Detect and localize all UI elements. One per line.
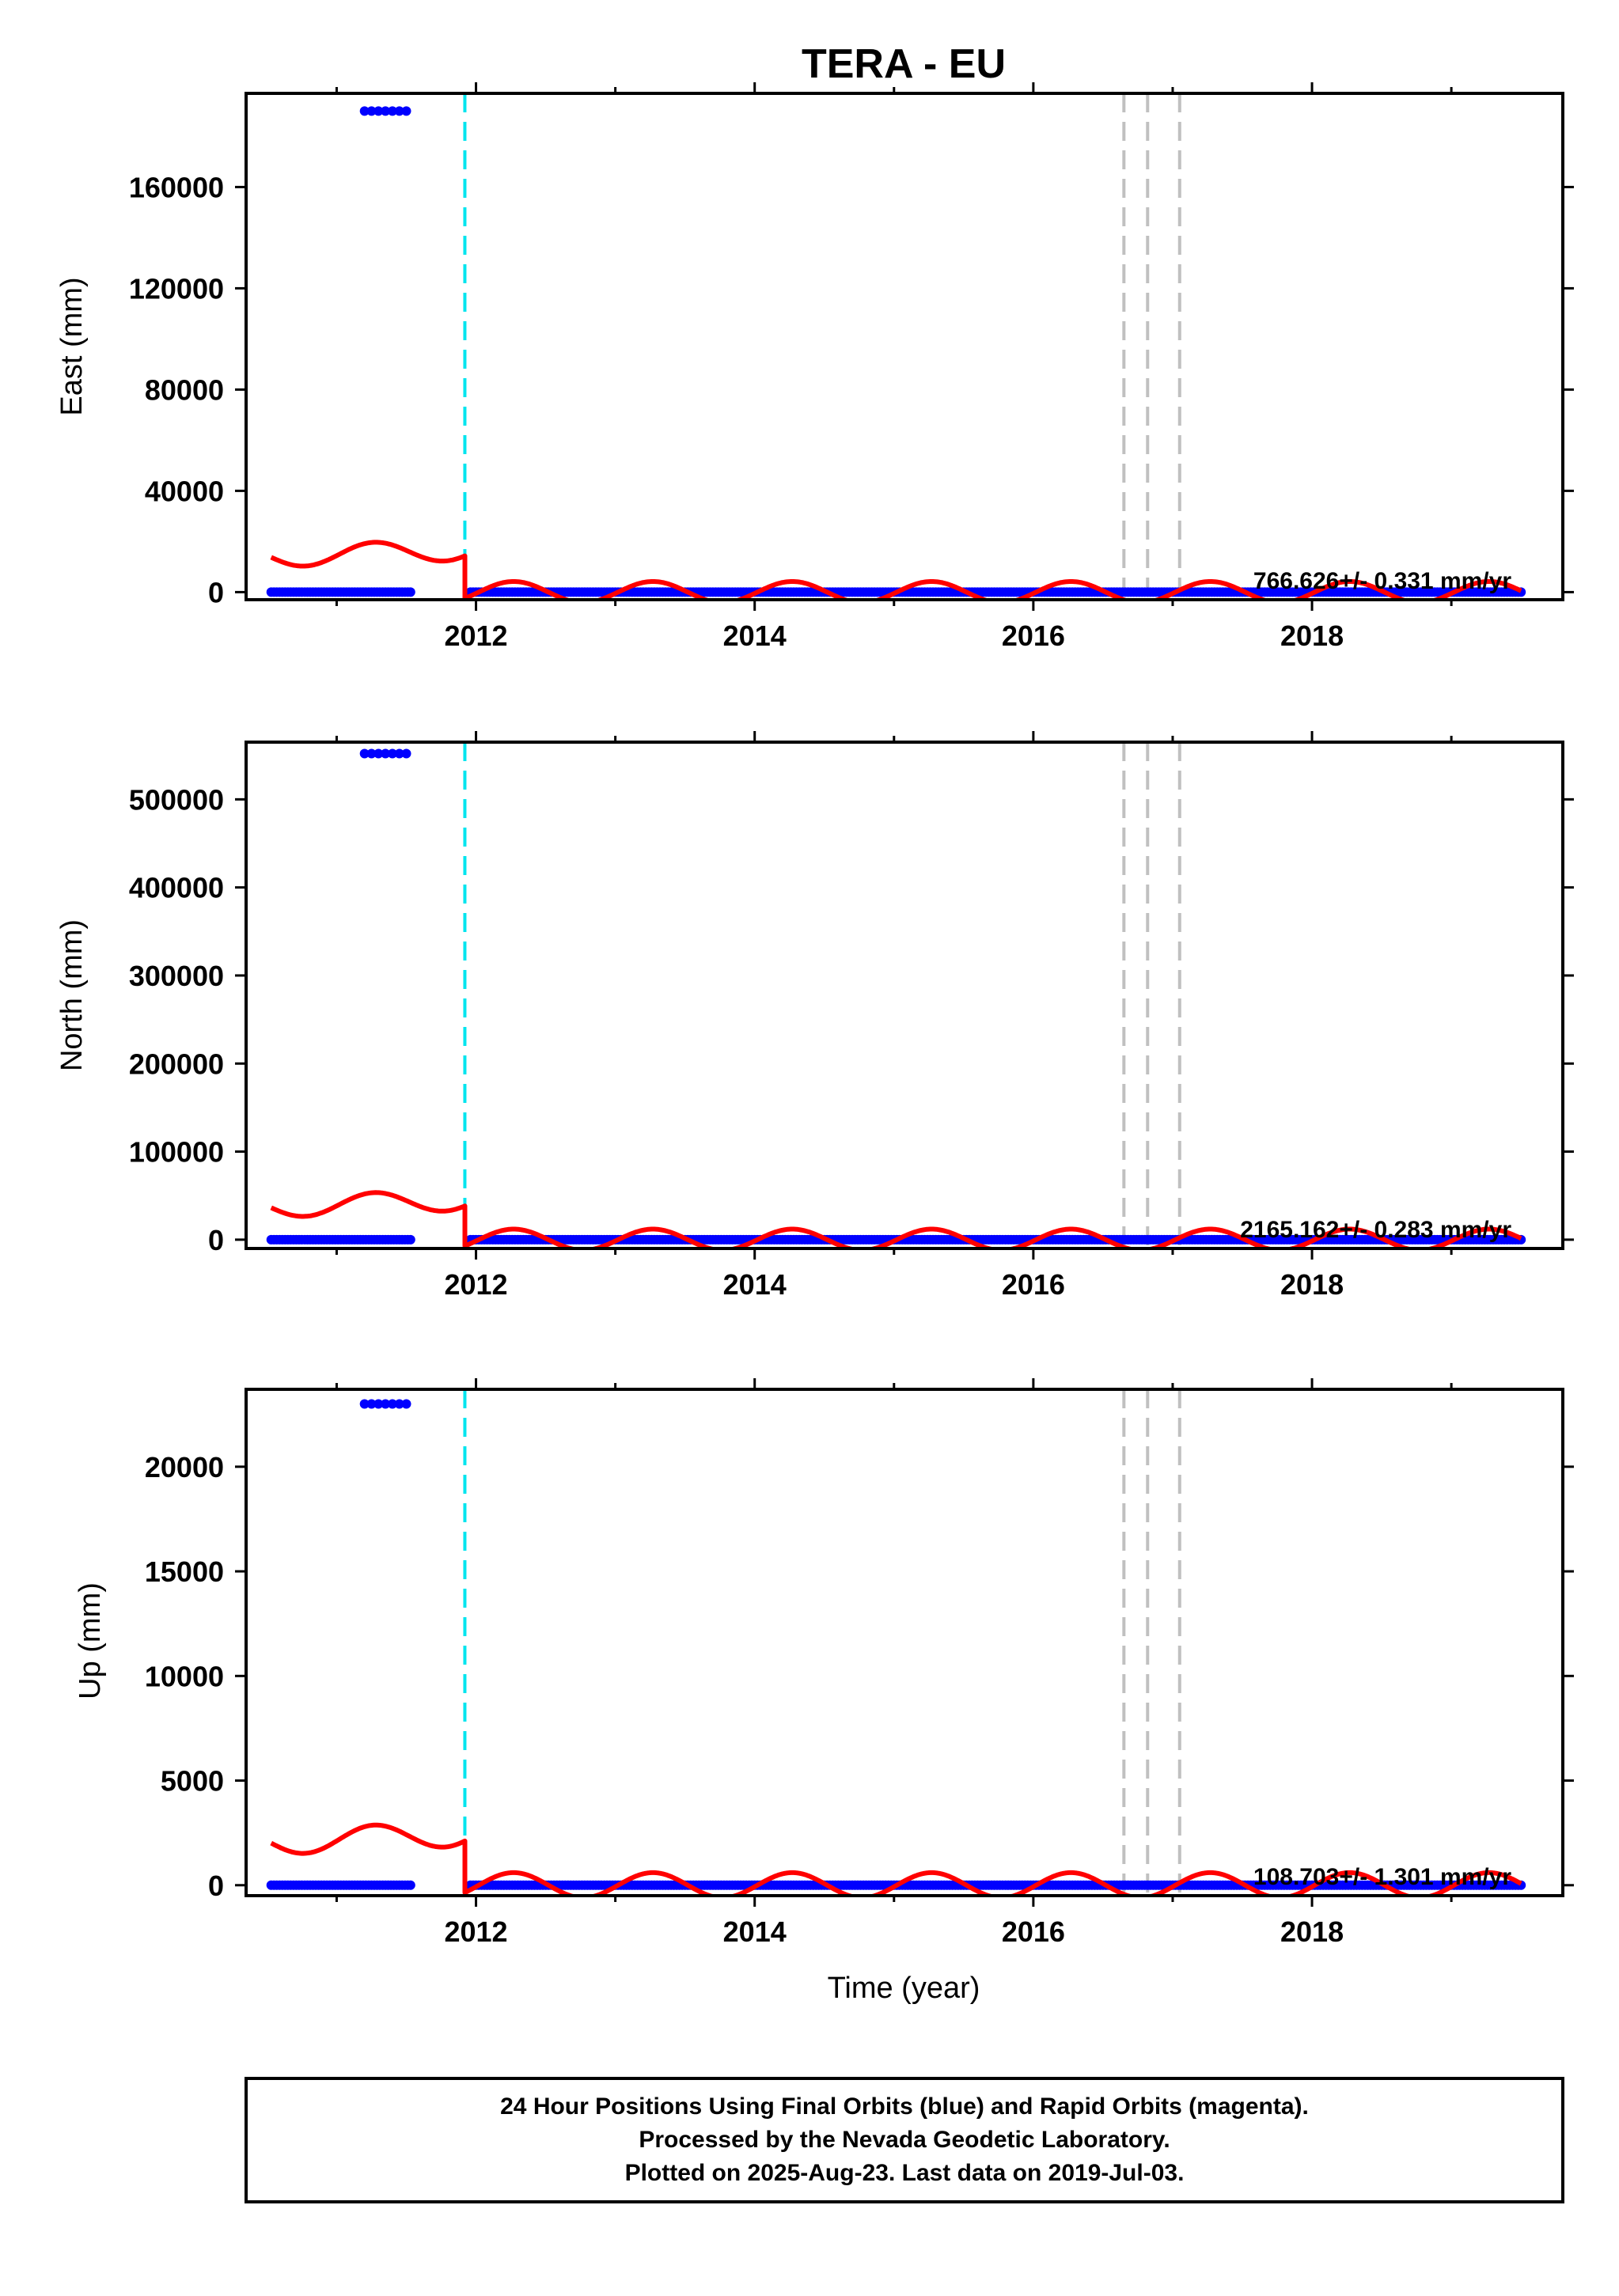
data-point	[405, 1880, 415, 1890]
y-tick-label: 40000	[145, 475, 224, 507]
y-tick-label: 500000	[129, 783, 224, 816]
footer-line-2: Processed by the Nevada Geodetic Laborat…	[639, 2127, 1170, 2153]
data-point	[405, 1234, 415, 1245]
plot-frame	[245, 1388, 1564, 1897]
x-tick-label: 2012	[444, 1915, 507, 1948]
plot-area	[266, 742, 1526, 1248]
footer-line-3: Plotted on 2025-Aug-23. Last data on 201…	[625, 2160, 1185, 2186]
north-ylabel: North (mm)	[55, 919, 89, 1071]
y-tick-label: 15000	[145, 1555, 224, 1588]
x-tick-label: 2016	[1002, 619, 1065, 652]
outlier-point	[401, 748, 411, 759]
x-tick-label: 2012	[444, 619, 507, 652]
outlier-point	[394, 1399, 404, 1409]
footer-line-1: 24 Hour Positions Using Final Orbits (bl…	[500, 2093, 1309, 2120]
y-tick-label: 0	[208, 576, 224, 608]
outlier-point	[366, 106, 377, 116]
outlier-point	[381, 1399, 391, 1409]
y-tick-label: 160000	[129, 171, 224, 203]
x-tick-label: 2014	[723, 619, 787, 652]
y-tick-label: 400000	[129, 872, 224, 904]
outlier-point	[381, 748, 391, 759]
outlier-point	[366, 1399, 377, 1409]
outlier-point	[394, 748, 404, 759]
outlier-point	[387, 1399, 397, 1409]
outlier-point	[387, 748, 397, 759]
model-curve	[270, 1190, 1522, 1248]
data-points	[266, 1399, 1526, 1890]
x-tick-label: 2014	[723, 1915, 787, 1948]
data-point	[405, 587, 415, 597]
outlier-point	[373, 748, 384, 759]
outlier-point	[401, 106, 411, 116]
data-points	[266, 748, 1526, 1245]
plot-frame	[245, 741, 1564, 1250]
x-tick-label: 2018	[1280, 619, 1344, 652]
plot-frame	[245, 92, 1564, 601]
model-curve	[270, 540, 1522, 600]
y-tick-label: 100000	[129, 1136, 224, 1169]
up-panel: Up (mm) Time (year) 2012 2014 2016 2018 0 500…	[74, 1378, 1574, 2005]
footer-box: 24 Hour Positions Using Final Orbits (bl…	[245, 2077, 1564, 2203]
model-curve	[270, 1822, 1522, 1896]
outlier-point	[387, 106, 397, 116]
outlier-point	[366, 748, 377, 759]
y-tick-label: 0	[208, 1224, 224, 1256]
y-tick-label: 0	[208, 1870, 224, 1902]
rate-label: 108.703+/- 1.301 mm/yr	[1253, 1864, 1511, 1890]
outlier-point	[381, 106, 391, 116]
east-panel: East (mm) 2012 2014 2016 2018 0 40000 80000 120…	[55, 82, 1574, 652]
x-tick-label: 2016	[1002, 1268, 1065, 1301]
y-tick-label: 20000	[145, 1451, 224, 1483]
y-tick-label: 200000	[129, 1048, 224, 1080]
x-tick-label: 2016	[1002, 1915, 1065, 1948]
y-tick-label: 5000	[161, 1765, 224, 1798]
outlier-point	[359, 1399, 370, 1409]
outlier-point	[359, 106, 370, 116]
outlier-point	[394, 106, 404, 116]
plot-area	[266, 93, 1526, 600]
plot-area	[266, 1389, 1526, 1896]
time-xlabel: Time (year)	[828, 1972, 980, 2005]
north-panel: North (mm) 2012 2014 2016 2018 0 100000 200000…	[55, 731, 1574, 1301]
outlier-point	[401, 1399, 411, 1409]
rate-label: 2165.162+/- 0.283 mm/yr	[1240, 1217, 1511, 1243]
footer-frame	[245, 2077, 1564, 2203]
y-tick-label: 10000	[145, 1660, 224, 1692]
figure-title: TERA - EU	[802, 41, 1006, 87]
east-ylabel: East (mm)	[55, 277, 89, 415]
outlier-point	[373, 1399, 384, 1409]
x-tick-label: 2018	[1280, 1915, 1344, 1948]
outlier-point	[373, 106, 384, 116]
x-tick-label: 2014	[723, 1268, 787, 1301]
up-ylabel: Up (mm)	[74, 1582, 107, 1699]
rate-label: 766.626+/- 0.331 mm/yr	[1253, 568, 1511, 594]
data-points	[266, 106, 1526, 597]
outlier-point	[359, 748, 370, 759]
y-tick-label: 120000	[129, 272, 224, 305]
y-tick-label: 80000	[145, 373, 224, 406]
x-tick-label: 2018	[1280, 1268, 1344, 1301]
y-tick-label: 300000	[129, 960, 224, 992]
x-tick-label: 2012	[444, 1268, 507, 1301]
